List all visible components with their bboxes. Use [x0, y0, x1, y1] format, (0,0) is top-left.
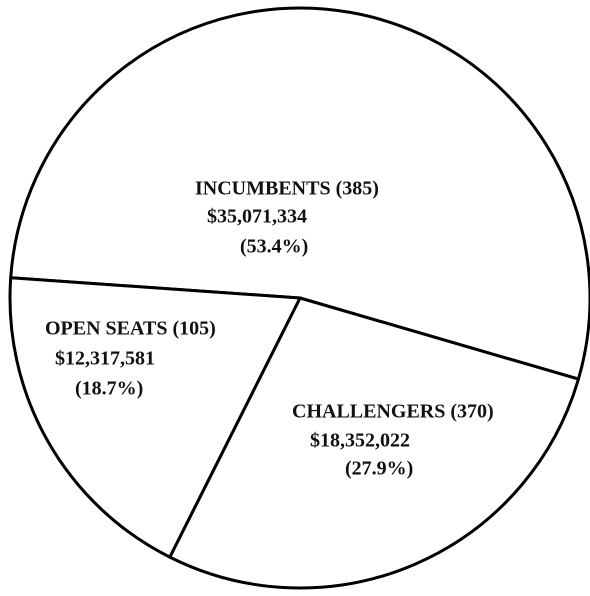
pie-slice [9, 6, 590, 381]
slice-amount: $18,352,022 [310, 430, 410, 452]
pie-slice [168, 296, 580, 590]
slice-percent: (18.7%) [75, 378, 143, 400]
slice-percent: (27.9%) [345, 458, 413, 480]
slice-label: INCUMBENTS (385) [195, 178, 379, 200]
slice-label: OPEN SEATS (105) [45, 318, 216, 340]
slice-label: CHALLENGERS (370) [292, 401, 494, 423]
slice-percent: (53.4%) [240, 236, 308, 258]
slice-amount: $12,317,581 [55, 348, 155, 370]
pie-slice [8, 276, 302, 559]
slice-amount: $35,071,334 [207, 206, 307, 228]
